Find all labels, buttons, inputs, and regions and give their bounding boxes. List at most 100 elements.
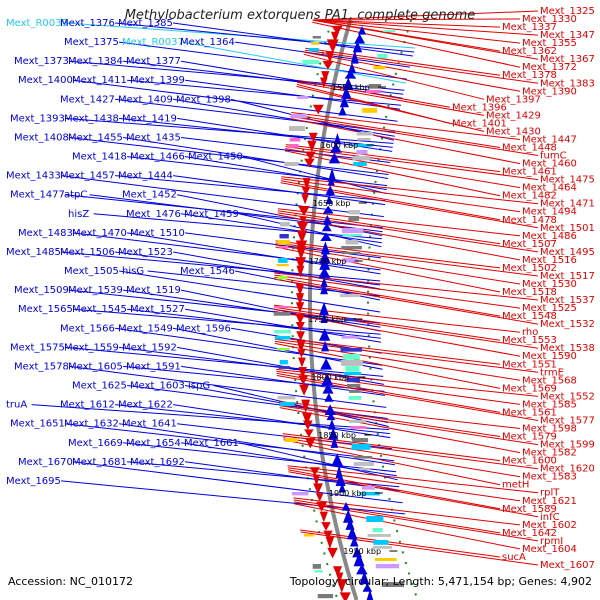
forward-strand-gene — [296, 265, 305, 278]
cog-annotation-block — [341, 246, 362, 250]
gene-label-right: Mext_1598 — [522, 424, 577, 435]
leader-line-right — [293, 497, 521, 526]
kbp-tick-label: 1950 kbp — [343, 547, 381, 556]
leader-line-right — [297, 81, 485, 116]
leader-line-left — [65, 423, 395, 462]
leader-line-left — [93, 213, 383, 240]
gene-label-left: Mext_1592 — [122, 342, 177, 353]
cog-annotation-block — [342, 234, 363, 237]
gene-label-left: Mext_1377 — [126, 56, 181, 67]
leader-line-left — [73, 232, 381, 271]
gene-label-left: truA — [6, 400, 27, 411]
leader-line-left — [185, 79, 401, 110]
leader-line-left — [115, 175, 386, 202]
gene-label-left: Mext_1523 — [118, 247, 173, 258]
gene-label-right: Mext_1525 — [522, 303, 577, 314]
gene-label-left: Mext_1669 — [68, 438, 123, 449]
leader-line-left — [69, 137, 389, 175]
forward-strand-gene — [331, 25, 343, 35]
leader-line-left — [173, 175, 386, 206]
leader-line-right — [304, 49, 539, 84]
forward-strand-gene — [308, 132, 318, 143]
reverse-strand-gene — [341, 501, 351, 511]
gene-label-left: Mext_1625 — [72, 381, 127, 392]
leader-line-left — [182, 41, 406, 84]
outer-dotted-guide — [291, 19, 339, 600]
forward-strand-gene — [305, 437, 316, 449]
reverse-strand-gene — [333, 132, 342, 145]
forward-strand-gene — [301, 399, 311, 414]
reverse-strand-gene — [346, 526, 358, 540]
leader-line-left — [127, 156, 388, 187]
leader-line-right — [274, 272, 539, 301]
kbp-tick-label: 1750 kbp — [308, 315, 346, 324]
leader-line-left — [123, 60, 404, 95]
reverse-strand-gene — [339, 96, 349, 108]
gene-label-left: Mext_1506 — [60, 247, 115, 258]
gene-label-left: Mext_1654 — [126, 438, 181, 449]
cog-annotation-block — [353, 144, 373, 147]
cog-annotation-block — [291, 114, 308, 119]
reverse-strand-gene — [344, 70, 357, 79]
reverse-strand-gene — [359, 571, 370, 585]
cog-annotation-block — [343, 354, 360, 360]
reverse-strand-gene — [357, 25, 367, 35]
cog-annotation-block — [278, 366, 290, 369]
gene-label-left: Mext_1375 — [64, 37, 119, 48]
leader-line-right — [274, 336, 501, 365]
leader-line-right — [274, 342, 501, 389]
gene-label-right: Mext_1590 — [522, 351, 577, 362]
gene-label-left: Mext_1695 — [6, 476, 61, 487]
leader-line-right — [278, 401, 521, 429]
forward-strand-gene — [319, 511, 328, 523]
leader-line-right — [312, 19, 539, 60]
gene-label-left: Mext_1373 — [14, 56, 69, 67]
gene-label-left: Mext_1364 — [180, 37, 235, 48]
forward-strand-gene — [322, 60, 334, 70]
forward-strand-gene — [295, 302, 305, 314]
reverse-strand-gene — [319, 301, 329, 316]
gene-label-right: Mext_1561 — [502, 407, 557, 418]
gene-label-right: Mext_1471 — [540, 199, 595, 210]
forward-strand-gene — [304, 158, 315, 168]
gene-label-right: Mext_1516 — [522, 255, 577, 266]
cog-annotation-block — [276, 264, 289, 267]
gene-label-right: Mext_1372 — [522, 62, 577, 73]
leader-line-right — [282, 433, 501, 462]
cog-annotation-block — [284, 162, 299, 166]
gene-label-right: Mext_1507 — [502, 239, 557, 250]
cog-annotation-block — [351, 444, 371, 450]
cog-annotation-block — [345, 366, 360, 372]
leader-line-right — [280, 182, 539, 229]
leader-line-right — [276, 368, 539, 397]
gene-label-right: Mext_1447 — [522, 135, 577, 146]
leader-line-right — [274, 276, 501, 317]
cog-annotation-block — [365, 90, 382, 93]
leader-line-left — [242, 156, 387, 195]
gene-label-left: Mext_1565 — [18, 304, 73, 315]
leader-line-right — [300, 529, 501, 558]
gene-label-left: Mext_1438 — [64, 113, 119, 124]
reverse-strand-gene — [320, 232, 332, 242]
cog-annotation-block — [359, 468, 371, 471]
cog-annotation-block — [344, 372, 362, 376]
gene-label-right: Mext_1600 — [502, 456, 557, 467]
leader-line-right — [290, 116, 539, 156]
forward-strand-gene — [320, 77, 328, 89]
genome-title: Methylobacterium extorquens PA1, complet… — [124, 8, 476, 23]
reverse-strand-gene — [335, 472, 346, 487]
leader-line-left — [235, 41, 411, 68]
topology-text: Topology: circular; Length: 5,471,154 bp… — [289, 575, 592, 588]
cog-annotation-block — [341, 360, 363, 366]
leader-line-right — [293, 499, 501, 534]
gene-label-right: Mext_1461 — [502, 167, 557, 178]
leader-line-right — [279, 403, 501, 437]
gene-label-right: Mext_1330 — [522, 14, 577, 25]
gene-label-right: Mext_1401 — [452, 118, 507, 129]
gene-label-right: Mext_1579 — [502, 432, 557, 443]
leader-line-left — [119, 270, 381, 313]
cog-annotation-block — [362, 108, 377, 113]
gene-label-left: Mext_1452 — [122, 190, 177, 201]
